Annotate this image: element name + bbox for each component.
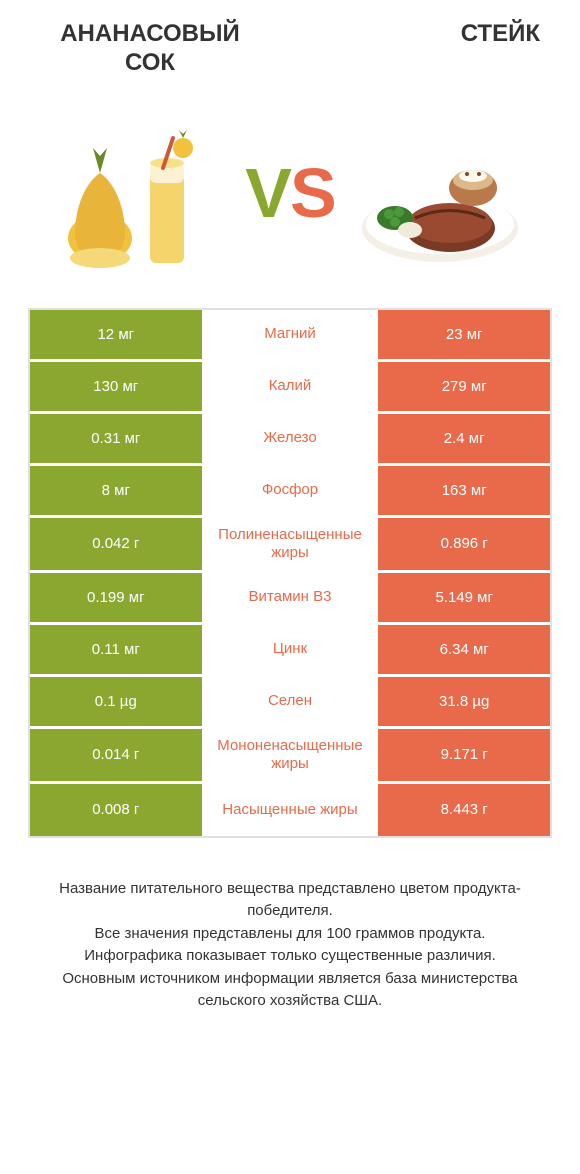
product-left-title: АНАНАСОВЫЙ СОК [40,20,260,78]
value-right: 5.149 мг [378,573,550,622]
table-row: 0.11 мгЦинк6.34 мг [30,625,550,677]
nutrient-label: Магний [202,310,379,359]
nutrient-label: Калий [202,362,379,411]
steak-plate-icon [355,108,525,278]
value-left: 0.008 г [30,784,202,836]
value-right: 9.171 г [378,729,550,781]
value-right: 279 мг [378,362,550,411]
table-row: 0.014 гМононенасыщенные жиры9.171 г [30,729,550,784]
value-left: 0.11 мг [30,625,202,674]
value-left: 12 мг [30,310,202,359]
product-right-title: СТЕЙК [320,20,540,49]
value-left: 0.31 мг [30,414,202,463]
value-left: 0.199 мг [30,573,202,622]
value-right: 6.34 мг [378,625,550,674]
vs-row: VS [0,88,580,308]
value-right: 31.8 µg [378,677,550,726]
nutrient-table: 12 мгМагний23 мг130 мгКалий279 мг0.31 мг… [28,308,552,838]
header: АНАНАСОВЫЙ СОК СТЕЙК [0,0,580,88]
product-right-image [355,108,525,278]
value-left: 0.042 г [30,518,202,570]
value-right: 0.896 г [378,518,550,570]
nutrient-label: Полиненасыщенные жиры [202,518,379,570]
value-right: 8.443 г [378,784,550,836]
nutrient-label: Мононенасыщенные жиры [202,729,379,781]
table-row: 8 мгФосфор163 мг [30,466,550,518]
vs-s: S [290,154,335,232]
value-left: 130 мг [30,362,202,411]
value-left: 8 мг [30,466,202,515]
value-right: 163 мг [378,466,550,515]
table-row: 0.1 µgСелен31.8 µg [30,677,550,729]
pineapple-juice-icon [55,108,225,278]
table-row: 0.008 гНасыщенные жиры8.443 г [30,784,550,836]
footer-line: Основным источником информации является … [30,968,550,1013]
table-row: 0.042 гПолиненасыщенные жиры0.896 г [30,518,550,573]
nutrient-label: Фосфор [202,466,379,515]
footer-line: Инфографика показывает только существенн… [30,945,550,968]
nutrient-label: Цинк [202,625,379,674]
nutrient-label: Витамин B3 [202,573,379,622]
value-right: 23 мг [378,310,550,359]
nutrient-label: Насыщенные жиры [202,784,379,836]
nutrient-label: Железо [202,414,379,463]
table-row: 0.199 мгВитамин B35.149 мг [30,573,550,625]
value-left: 0.014 г [30,729,202,781]
footer-line: Все значения представлены для 100 граммо… [30,923,550,946]
vs-label: VS [245,153,334,233]
footer: Название питательного вещества представл… [0,838,580,1033]
footer-line: Название питательного вещества представл… [30,878,550,923]
table-row: 130 мгКалий279 мг [30,362,550,414]
value-left: 0.1 µg [30,677,202,726]
table-row: 0.31 мгЖелезо2.4 мг [30,414,550,466]
nutrient-label: Селен [202,677,379,726]
value-right: 2.4 мг [378,414,550,463]
vs-v: V [245,154,290,232]
table-row: 12 мгМагний23 мг [30,310,550,362]
product-left-image [55,108,225,278]
